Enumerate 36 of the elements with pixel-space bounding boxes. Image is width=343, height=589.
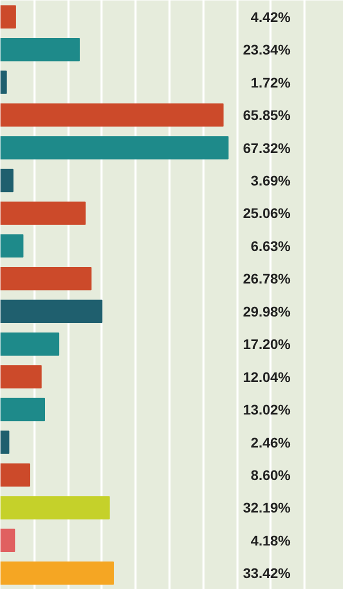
data-label: 3.69% xyxy=(250,172,292,188)
data-label: 23.34% xyxy=(243,42,292,58)
bar xyxy=(0,136,229,160)
data-label: 2.46% xyxy=(250,434,292,450)
bar xyxy=(0,562,114,585)
bar xyxy=(0,5,16,28)
bar xyxy=(0,528,16,552)
data-label: 29.98% xyxy=(243,303,292,320)
bar xyxy=(0,234,24,258)
bar xyxy=(0,38,80,62)
data-label: 13.02% xyxy=(243,402,292,418)
data-label: 26.78% xyxy=(243,270,292,287)
bar xyxy=(0,463,30,487)
bar xyxy=(0,70,7,94)
data-label: 25.06% xyxy=(243,205,292,222)
data-label: 8.60% xyxy=(250,466,292,483)
data-label: 6.63% xyxy=(250,238,292,254)
data-label: 67.32% xyxy=(243,140,292,156)
data-label: 12.04% xyxy=(243,368,292,385)
bar xyxy=(0,168,14,192)
data-label: 1.72% xyxy=(250,74,292,90)
bar xyxy=(0,202,86,225)
bar xyxy=(0,496,110,520)
bar xyxy=(0,103,224,127)
data-label: 17.20% xyxy=(243,336,292,352)
bar xyxy=(0,365,42,388)
data-label: 65.85% xyxy=(243,107,292,124)
bar xyxy=(0,430,10,454)
bar xyxy=(0,398,46,422)
data-label: 4.42% xyxy=(250,8,292,25)
bar xyxy=(0,332,60,356)
data-label: 33.42% xyxy=(243,565,292,582)
data-label: 4.18% xyxy=(250,532,292,548)
bar xyxy=(0,267,92,290)
bar xyxy=(0,300,102,323)
data-label: 32.19% xyxy=(243,500,292,516)
